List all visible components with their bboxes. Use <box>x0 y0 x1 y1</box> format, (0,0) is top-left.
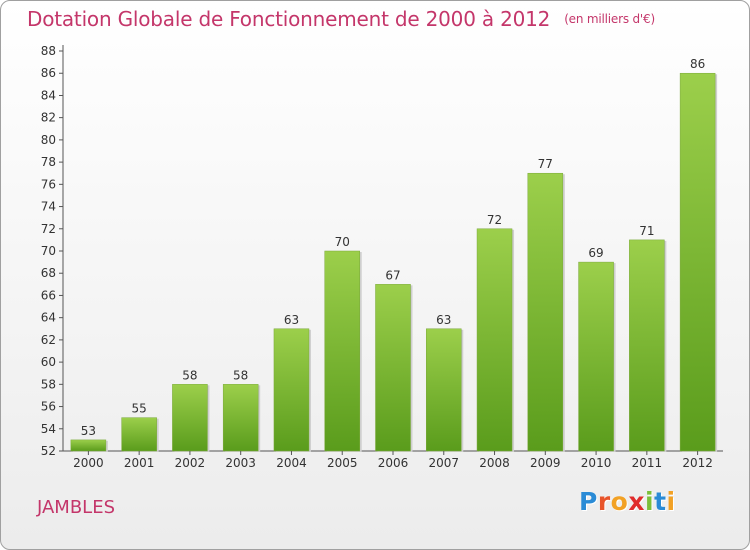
bar <box>222 384 259 452</box>
bar <box>527 172 564 452</box>
bar <box>273 328 310 452</box>
title-text: Dotation Globale de Fonctionnement de 20… <box>27 7 551 31</box>
y-tick-label: 80 <box>41 133 56 147</box>
x-tick-label: 2004 <box>276 456 307 470</box>
y-tick-label: 66 <box>41 288 56 302</box>
bar-value-label: 58 <box>182 368 197 382</box>
x-tick-label: 2012 <box>682 456 713 470</box>
y-tick-label: 54 <box>41 422 56 436</box>
bar-value-label: 70 <box>335 235 350 249</box>
x-tick-label: 2005 <box>327 456 358 470</box>
y-tick-label: 68 <box>41 266 56 280</box>
y-tick-label: 64 <box>41 311 56 325</box>
x-tick-label: 2006 <box>378 456 409 470</box>
x-tick-label: 2001 <box>124 456 155 470</box>
bar <box>629 239 665 452</box>
logo-letter: o <box>610 487 629 516</box>
bar <box>121 417 157 452</box>
y-tick-label: 88 <box>41 44 56 58</box>
bar-value-label: 55 <box>132 402 147 416</box>
y-tick-label: 72 <box>41 222 56 236</box>
bar-value-label: 69 <box>588 246 603 260</box>
x-tick-label: 2002 <box>175 456 206 470</box>
logo-letter: i <box>666 487 676 516</box>
bar <box>375 284 411 452</box>
logo-letter: P <box>579 487 598 516</box>
y-tick-label: 56 <box>41 400 56 414</box>
y-tick-label: 62 <box>41 333 56 347</box>
bar-value-label: 67 <box>385 268 400 282</box>
bar-value-label: 86 <box>690 57 705 71</box>
x-tick-label: 2007 <box>428 456 459 470</box>
y-tick-label: 76 <box>41 177 56 191</box>
bar-value-label: 58 <box>233 368 248 382</box>
y-tick-label: 58 <box>41 377 56 391</box>
y-tick-label: 60 <box>41 355 56 369</box>
chart-title: Dotation Globale de Fonctionnement de 20… <box>27 7 655 31</box>
logo-letter: i <box>645 487 655 516</box>
bar-value-label: 53 <box>81 424 96 438</box>
commune-name: JAMBLES <box>37 497 116 518</box>
x-tick-label: 2000 <box>73 456 104 470</box>
y-tick-label: 74 <box>41 200 56 214</box>
x-tick-label: 2011 <box>632 456 663 470</box>
bar-value-label: 77 <box>538 157 553 171</box>
y-tick-label: 86 <box>41 66 56 80</box>
bar <box>578 261 614 452</box>
y-tick-label: 82 <box>41 111 56 125</box>
bar-value-label: 72 <box>487 213 502 227</box>
y-tick-label: 84 <box>41 88 56 102</box>
y-tick-label: 78 <box>41 155 56 169</box>
bar <box>476 228 513 452</box>
x-tick-label: 2003 <box>225 456 256 470</box>
bar <box>679 72 716 452</box>
x-tick-label: 2008 <box>479 456 510 470</box>
proxiti-logo: Proxiti <box>579 487 676 516</box>
y-tick-label: 70 <box>41 244 56 258</box>
logo-letter: x <box>628 487 645 516</box>
x-tick-label: 2009 <box>530 456 561 470</box>
bar-value-label: 63 <box>436 313 451 327</box>
bar-value-label: 71 <box>639 224 654 238</box>
bar-value-label: 63 <box>284 313 299 327</box>
y-tick-label: 52 <box>41 444 56 458</box>
logo-letter: t <box>654 487 667 516</box>
bar <box>172 384 208 452</box>
bar <box>426 328 462 452</box>
bar <box>70 439 107 452</box>
logo-letter: r <box>597 487 611 516</box>
unit-note: (en milliers d'€) <box>564 12 655 26</box>
x-tick-label: 2010 <box>581 456 612 470</box>
bar <box>324 250 360 452</box>
